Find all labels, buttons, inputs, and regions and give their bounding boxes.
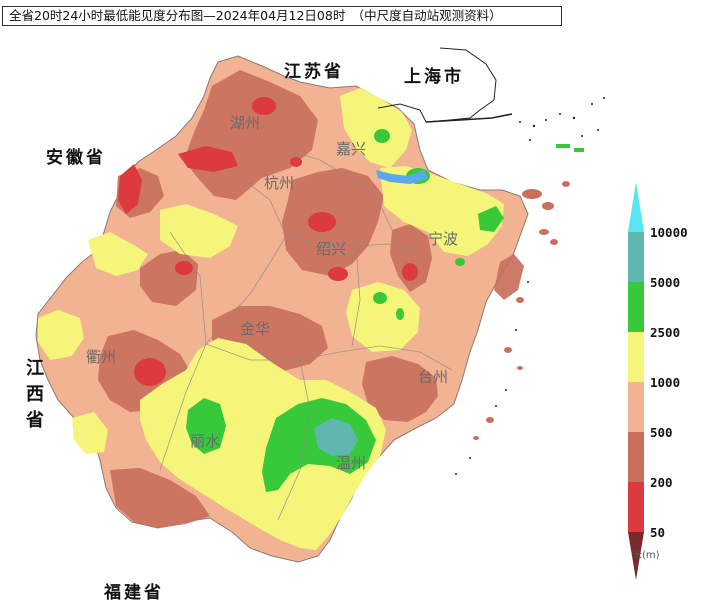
legend-tick-6: 50 [650, 525, 666, 540]
label-anhui: 安徽省 [46, 148, 106, 168]
map-title: 全省20时24小时最低能见度分布图—2024年04月12日08时 （中尺度自动站… [2, 6, 562, 26]
label-shaoxing: 绍兴 [316, 240, 347, 258]
islands [473, 181, 570, 440]
label-jiangxi: 江西省 [23, 358, 44, 436]
band-1000-2500 [38, 88, 504, 550]
legend-tick-2: 2500 [650, 325, 681, 340]
legend-tick-1: 5000 [650, 275, 681, 290]
label-wenzhou: 温州 [336, 454, 367, 472]
coastline-north [377, 47, 497, 123]
band-200-500 [98, 70, 524, 528]
label-ningbo: 宁波 [428, 230, 459, 248]
legend-tick-5: 200 [650, 475, 673, 490]
label-huzhou: 湖州 [230, 114, 261, 132]
label-fujian: 福建省 [104, 583, 164, 603]
legend-tick-4: 500 [650, 425, 673, 440]
label-hangzhou: 杭州 [264, 174, 295, 192]
legend-tick-3: 1000 [650, 375, 681, 390]
islands-green [556, 144, 584, 152]
label-lishui: 丽水 [190, 432, 221, 450]
label-shanghai: 上海市 [404, 67, 464, 87]
band-50-200 [118, 97, 418, 386]
legend-tick-0: 10000 [650, 225, 688, 240]
label-jinhua: 金华 [240, 320, 271, 338]
hangzhou-bay [376, 170, 428, 184]
coast-dots [455, 97, 605, 475]
label-jiangsu: 江苏省 [284, 62, 344, 82]
band-5000-10000 [314, 418, 358, 456]
legend-unit: 米(m) [632, 550, 660, 561]
label-quzhou: 衢州 [86, 348, 117, 366]
shanghai-boundary [425, 113, 513, 123]
label-taizhou: 台州 [418, 368, 449, 386]
label-jiaxing: 嘉兴 [336, 140, 367, 158]
county-boundaries [159, 149, 453, 521]
